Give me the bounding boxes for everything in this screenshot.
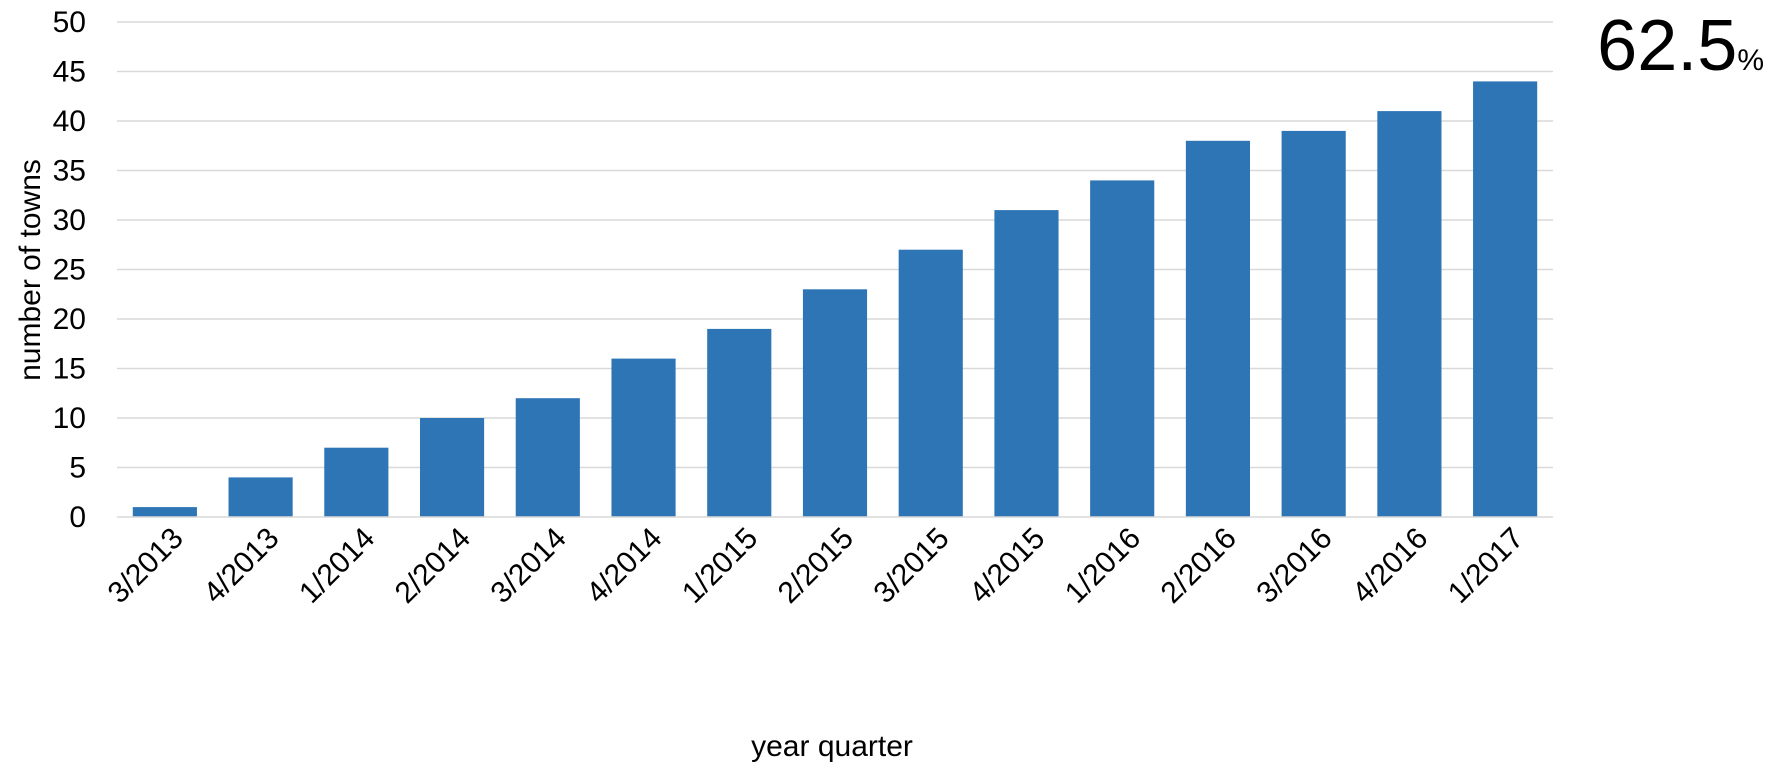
- bar: [802, 289, 868, 517]
- x-tick-label: 1/2015: [676, 522, 764, 610]
- y-tick-label: 20: [53, 303, 86, 336]
- x-tick-label: 4/2013: [197, 522, 285, 610]
- x-tick-label: 1/2016: [1059, 522, 1147, 610]
- bar: [994, 210, 1059, 517]
- bar: [707, 328, 772, 517]
- y-axis-title: number of towns: [14, 159, 47, 381]
- x-tick-label: 1/2017: [1442, 522, 1530, 610]
- bar: [1377, 111, 1442, 517]
- bars: [132, 81, 1538, 518]
- y-tick-label: 0: [69, 501, 86, 534]
- percentage-annotation: 62.5%: [1597, 6, 1764, 86]
- x-tick-label: 3/2014: [485, 522, 573, 610]
- bar: [1281, 130, 1346, 517]
- x-tick-label: 2/2016: [1155, 522, 1243, 610]
- x-tick-label: 2/2015: [772, 522, 860, 610]
- x-tick-label: 4/2014: [580, 522, 668, 610]
- bar: [611, 358, 676, 517]
- annotation-value: 62.5: [1597, 6, 1737, 86]
- bar: [324, 447, 389, 517]
- x-tick-label: 2/2014: [389, 522, 477, 610]
- annotation-unit: %: [1737, 44, 1764, 77]
- bar: [1473, 81, 1538, 518]
- bar: [228, 477, 293, 517]
- y-tick-label: 40: [53, 105, 86, 138]
- y-tick-label: 5: [69, 452, 86, 485]
- bar: [419, 418, 485, 517]
- bar: [515, 398, 580, 517]
- y-axis-ticks: 0 5 10 15 20 25 30 35 40 45 50: [53, 6, 86, 534]
- gridlines: [117, 21, 1553, 469]
- x-tick-label: 4/2015: [963, 522, 1051, 610]
- bar: [898, 249, 963, 517]
- y-tick-label: 25: [53, 254, 86, 287]
- y-tick-label: 10: [53, 402, 86, 435]
- x-axis-ticks: 3/2013 4/2013 1/2014 2/2014 3/2014 4/2014 1/20…: [102, 522, 1530, 610]
- bar: [1090, 180, 1155, 517]
- x-tick-label: 3/2015: [867, 522, 955, 610]
- x-tick-label: 3/2016: [1250, 522, 1338, 610]
- bar: [1185, 140, 1251, 518]
- x-tick-label: 4/2016: [1346, 522, 1434, 610]
- y-tick-label: 30: [53, 204, 86, 237]
- y-tick-label: 35: [53, 155, 86, 188]
- x-tick-label: 3/2013: [102, 522, 190, 610]
- x-tick-label: 1/2014: [293, 522, 381, 610]
- y-tick-label: 50: [53, 6, 86, 39]
- y-tick-label: 15: [53, 353, 86, 386]
- bar: [132, 507, 197, 517]
- y-tick-label: 45: [53, 56, 86, 89]
- x-axis-title: year quarter: [751, 730, 913, 763]
